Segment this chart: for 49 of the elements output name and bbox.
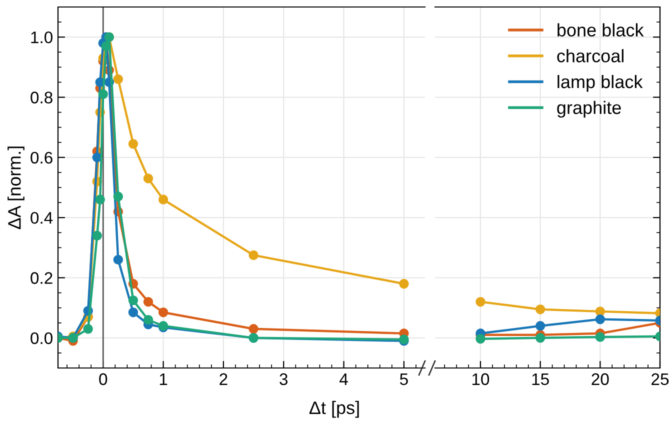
point (595, 332, 606, 342)
point (83, 324, 93, 334)
x-tick-label: 2 (220, 373, 228, 385)
point (128, 295, 138, 306)
y-tick-label: 0.2 (30, 272, 52, 284)
point (143, 296, 154, 307)
point (476, 296, 486, 307)
point (535, 333, 546, 343)
point (476, 334, 486, 344)
point (98, 89, 108, 100)
point (595, 306, 606, 316)
x-tick-label: 1 (160, 373, 168, 385)
point (595, 314, 606, 324)
legend-label: charcoal (557, 49, 624, 62)
point (248, 250, 258, 260)
legend-label: bone black (558, 23, 644, 37)
point (535, 321, 546, 331)
x-tick-label: 20 (592, 373, 609, 386)
point (95, 194, 105, 204)
point (92, 230, 102, 240)
point (158, 194, 168, 204)
point (128, 139, 138, 149)
point (143, 315, 154, 325)
y-tick-label: 0.4 (30, 212, 53, 224)
x-tick-label: 25 (652, 373, 669, 386)
x-tick-label: 10 (472, 373, 490, 386)
x-tick-label: 4 (340, 373, 348, 385)
x-tick-label: 0 (99, 373, 108, 386)
point (143, 174, 154, 184)
x-tick-label: 3 (280, 373, 288, 386)
y-tick-label: 1.0 (31, 31, 52, 44)
point (158, 307, 168, 318)
x-tick-label: 5 (400, 373, 408, 386)
y-tick-label: 0.0 (30, 332, 52, 344)
point (113, 254, 124, 265)
point (399, 278, 409, 289)
y-axis-title: ΔA [norm.] (8, 146, 24, 230)
legend-label: graphite (557, 100, 621, 118)
y-tick-label: 0.6 (30, 152, 52, 164)
x-tick-label: 15 (532, 373, 549, 386)
point (248, 324, 258, 334)
point (535, 304, 546, 314)
point (128, 307, 138, 318)
legend-label: lamp black (558, 74, 643, 92)
y-tick-label: 0.8 (30, 92, 52, 104)
point (113, 192, 124, 202)
point (101, 41, 111, 51)
point (113, 74, 124, 84)
x-axis-title: Δt [ps] (309, 400, 359, 418)
